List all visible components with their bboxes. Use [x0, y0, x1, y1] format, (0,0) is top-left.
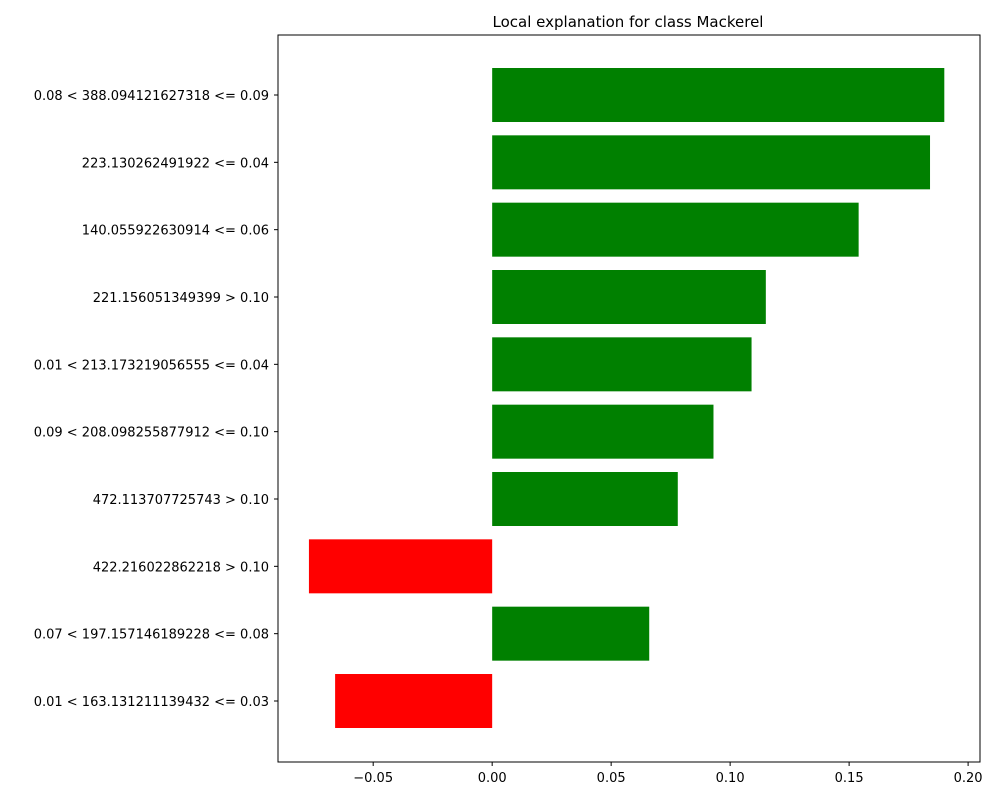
x-tick-label-1: 0.00: [478, 771, 507, 786]
y-tick-label-7: 422.216022862218 > 0.10: [93, 560, 269, 575]
bar-5: [492, 404, 714, 459]
x-tick-label-2: 0.05: [597, 771, 626, 786]
y-tick-label-9: 0.01 < 163.131211139432 <= 0.03: [34, 695, 269, 710]
x-axis: −0.05 0.00 0.05 0.10 0.15 0.20: [353, 762, 983, 786]
y-tick-label-0: 0.08 < 388.094121627318 <= 0.09: [34, 89, 269, 104]
x-tick-label-4: 0.15: [835, 771, 864, 786]
bar-2: [492, 202, 859, 257]
bar-0: [492, 68, 945, 122]
y-tick-label-5: 0.09 < 208.098255877912 <= 0.10: [34, 426, 269, 441]
bar-9: [335, 674, 493, 728]
x-tick-label-5: 0.20: [954, 771, 983, 786]
bar-1: [492, 135, 931, 190]
y-axis: 0.08 < 388.094121627318 <= 0.09 223.13026…: [34, 89, 278, 710]
y-tick-label-3: 221.156051349399 > 0.10: [93, 291, 269, 306]
x-tick-label-0: −0.05: [353, 771, 393, 786]
bars-layer: [308, 68, 945, 728]
y-tick-label-2: 140.055922630914 <= 0.06: [82, 224, 269, 239]
bar-7: [308, 539, 493, 594]
y-tick-label-1: 223.130262491922 <= 0.04: [82, 156, 269, 171]
bar-8: [492, 606, 650, 661]
bar-3: [492, 270, 766, 324]
bar-4: [492, 337, 752, 392]
x-tick-label-3: 0.10: [716, 771, 745, 786]
y-tick-label-4: 0.01 < 213.173219056555 <= 0.04: [34, 358, 269, 373]
plot-frame: [277, 34, 981, 763]
chart-title: Local explanation for class Mackerel: [493, 13, 764, 31]
y-tick-label-8: 0.07 < 197.157146189228 <= 0.08: [34, 628, 269, 643]
bar-6: [492, 472, 678, 526]
y-tick-label-6: 472.113707725743 > 0.10: [93, 493, 269, 508]
